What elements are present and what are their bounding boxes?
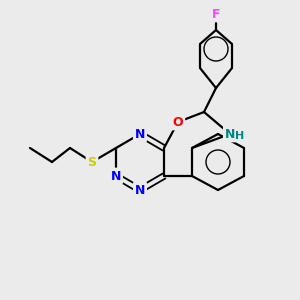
Text: N: N	[135, 128, 145, 140]
Text: N: N	[225, 128, 235, 140]
Text: N: N	[135, 184, 145, 196]
Text: N: N	[111, 169, 121, 182]
Text: S: S	[88, 155, 97, 169]
Text: H: H	[236, 131, 244, 141]
Text: F: F	[212, 8, 220, 20]
Text: O: O	[173, 116, 183, 128]
